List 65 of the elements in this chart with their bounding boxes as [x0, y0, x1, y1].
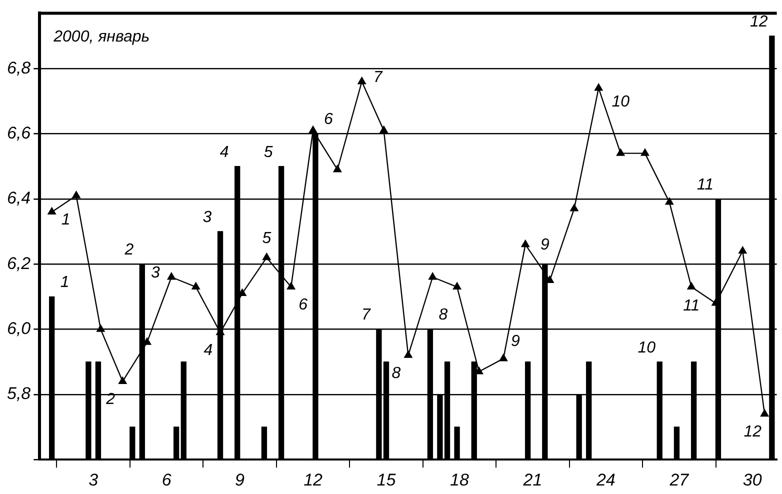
x-tick-label: 24: [595, 470, 616, 490]
annotation: 7: [373, 69, 384, 86]
point: [499, 354, 508, 362]
y-tick-label: 6,2: [6, 254, 32, 273]
point: [687, 282, 696, 290]
annotation: 4: [220, 144, 229, 161]
annotation: 3: [202, 208, 212, 226]
x-tick-label: 12: [304, 470, 324, 490]
annotation: 8: [392, 364, 401, 382]
annotation: 12: [750, 13, 768, 30]
point: [286, 282, 296, 290]
x-tick-label: 30: [742, 470, 762, 490]
point: [616, 148, 625, 156]
annotation: 9: [510, 333, 520, 350]
x-tick-label: 6: [162, 470, 172, 490]
point: [640, 148, 650, 156]
annotation: 1: [61, 211, 70, 228]
annotation: 1: [60, 274, 70, 292]
y-tick-label: 5,8: [6, 384, 32, 404]
annotation: 8: [438, 306, 448, 324]
point: [192, 282, 200, 290]
annotation: 2000, январь: [52, 28, 150, 46]
point: [262, 252, 271, 260]
y-tick-label: 6,8: [6, 58, 32, 78]
point: [380, 126, 388, 134]
annotation: 6: [324, 111, 334, 128]
x-tick-label: 9: [235, 470, 246, 490]
annotation: 6: [298, 296, 308, 314]
annotation: 2: [124, 242, 134, 259]
point: [96, 324, 105, 332]
point: [665, 198, 674, 205]
point: [404, 350, 412, 358]
point: [118, 376, 127, 384]
point: [738, 246, 747, 254]
annotation: 3: [150, 264, 160, 282]
x-tick-label: 27: [668, 470, 690, 490]
annotation: 11: [683, 297, 700, 314]
point: [521, 240, 530, 248]
point: [428, 272, 437, 280]
x-tick-label: 3: [88, 470, 99, 490]
annotation: 7: [361, 306, 372, 324]
x-tick-label: 21: [522, 470, 542, 490]
x-tick-label: 18: [450, 470, 470, 490]
point: [72, 191, 80, 198]
point: [452, 282, 462, 290]
point: [570, 204, 578, 212]
point: [333, 165, 342, 172]
point: [48, 207, 56, 215]
point: [358, 77, 366, 84]
y-tick-label: 6,4: [6, 188, 31, 208]
annotation: 5: [264, 144, 273, 161]
point: [167, 272, 176, 280]
annotation: 9: [540, 236, 550, 254]
annotation: 4: [204, 342, 213, 359]
point: [760, 409, 769, 417]
annotation: 11: [696, 176, 714, 194]
annotation: 12: [744, 423, 762, 440]
point: [308, 126, 318, 134]
annotation: 10: [612, 94, 630, 111]
x-tick-label: 15: [376, 470, 396, 490]
y-tick-label: 6,6: [6, 123, 32, 142]
y-tick-label: 6,0: [6, 319, 32, 338]
annotation: 10: [638, 339, 656, 356]
point: [594, 84, 603, 91]
annotation: 5: [262, 230, 272, 248]
